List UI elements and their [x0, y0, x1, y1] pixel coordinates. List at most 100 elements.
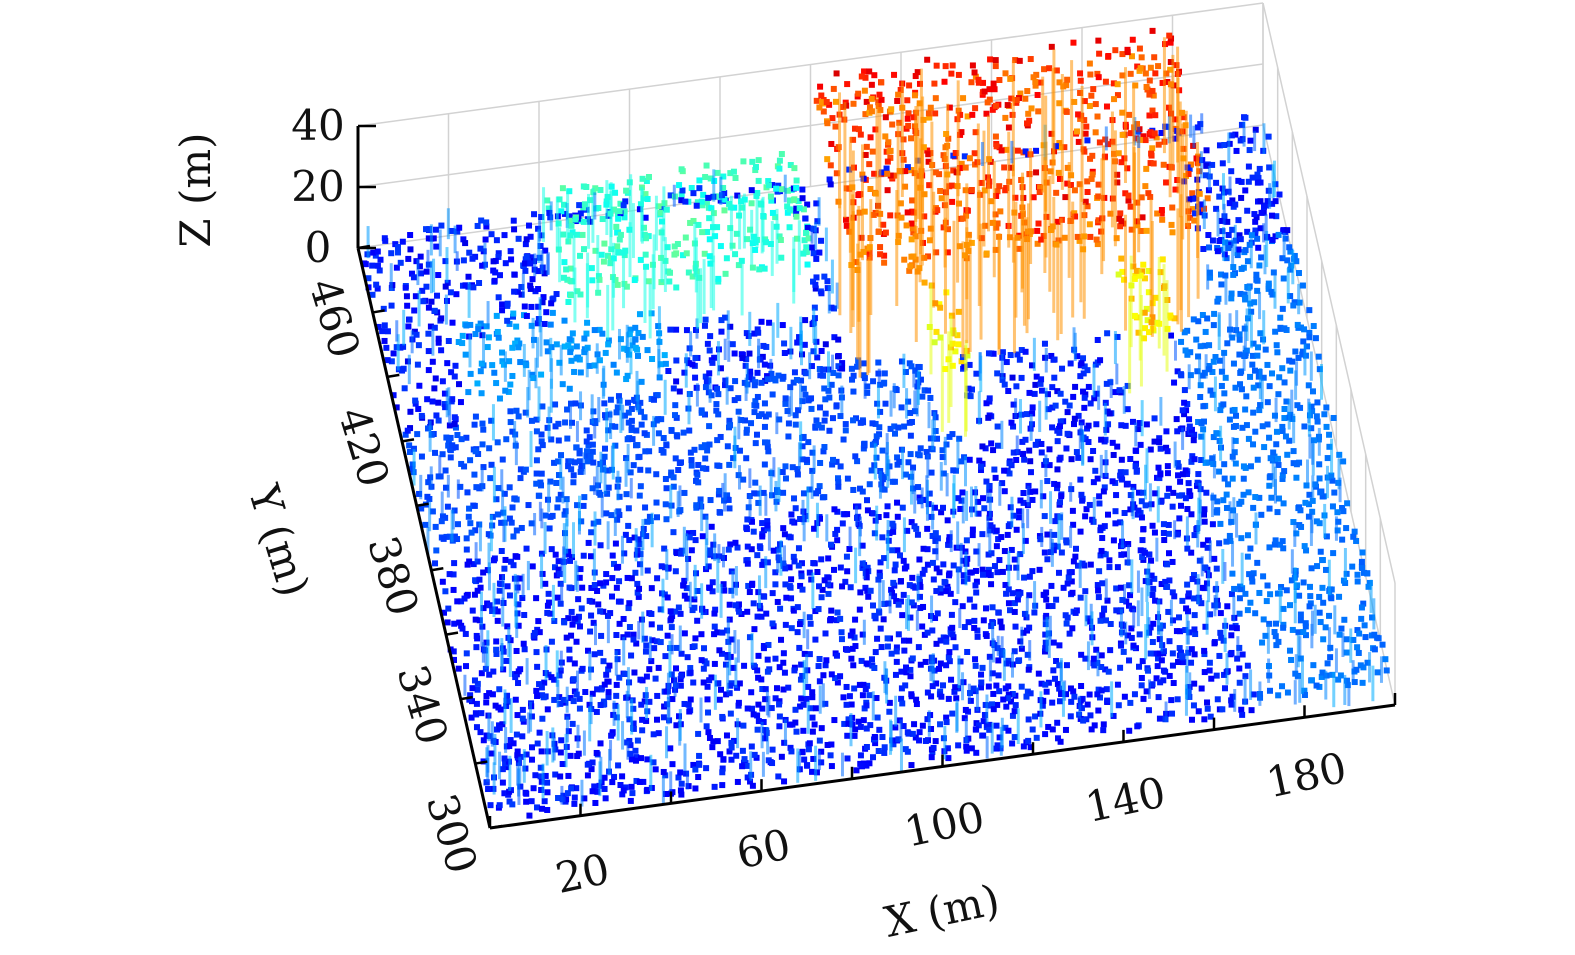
- point: [568, 357, 575, 364]
- point: [522, 267, 529, 274]
- point: [1127, 456, 1134, 463]
- point: [653, 716, 660, 723]
- point: [1233, 625, 1240, 632]
- point: [1029, 568, 1036, 575]
- point: [989, 670, 996, 677]
- point: [1029, 362, 1036, 369]
- point: [375, 323, 382, 330]
- point: [891, 567, 898, 574]
- point: [464, 489, 471, 496]
- point: [887, 172, 894, 179]
- point: [1273, 428, 1280, 435]
- point: [612, 442, 619, 449]
- point: [1167, 312, 1174, 319]
- point: [952, 644, 959, 651]
- point: [1210, 322, 1217, 329]
- point: [919, 393, 926, 400]
- point: [804, 261, 811, 268]
- point: [612, 189, 619, 196]
- point: [1306, 329, 1313, 336]
- point: [613, 223, 620, 230]
- point: [390, 350, 397, 357]
- point: [1002, 187, 1009, 194]
- point: [998, 624, 1005, 631]
- point: [1149, 145, 1156, 152]
- point: [776, 157, 783, 164]
- point: [786, 197, 793, 204]
- point: [545, 590, 552, 597]
- point: [790, 379, 797, 386]
- point: [839, 365, 846, 372]
- point: [762, 696, 769, 703]
- point: [1071, 210, 1078, 217]
- point: [612, 540, 619, 547]
- point: [1312, 481, 1319, 488]
- point: [1213, 205, 1220, 212]
- point: [689, 273, 696, 280]
- point: [1087, 71, 1094, 78]
- point: [903, 669, 910, 676]
- point: [1306, 583, 1313, 590]
- point: [1048, 352, 1055, 359]
- point: [662, 475, 669, 482]
- point: [1110, 712, 1117, 719]
- point: [435, 417, 442, 424]
- point: [702, 373, 709, 380]
- point: [1124, 382, 1131, 389]
- point: [476, 279, 483, 286]
- point: [864, 564, 871, 571]
- point: [642, 648, 649, 655]
- point: [685, 269, 692, 276]
- point: [831, 506, 838, 513]
- point: [1362, 634, 1369, 641]
- point: [886, 148, 893, 155]
- point: [1159, 622, 1166, 629]
- point: [545, 205, 552, 212]
- point: [706, 441, 713, 448]
- point: [837, 463, 844, 470]
- point: [965, 231, 972, 238]
- point: [907, 614, 914, 621]
- point: [926, 114, 933, 121]
- point: [585, 539, 592, 546]
- point: [496, 802, 503, 809]
- point: [800, 206, 807, 213]
- point: [1008, 164, 1015, 171]
- point: [465, 273, 472, 280]
- point: [1099, 535, 1106, 542]
- point: [736, 447, 743, 454]
- point: [525, 502, 532, 509]
- point: [926, 490, 933, 497]
- point: [1094, 70, 1101, 77]
- point: [832, 530, 839, 537]
- point: [721, 196, 728, 203]
- point: [479, 420, 486, 427]
- point: [538, 438, 545, 445]
- point: [478, 710, 485, 717]
- point: [390, 392, 397, 399]
- point: [862, 151, 869, 158]
- point: [993, 527, 1000, 534]
- point: [749, 581, 756, 588]
- point: [486, 690, 493, 697]
- point: [478, 670, 485, 677]
- point: [868, 467, 875, 474]
- point: [1045, 723, 1052, 730]
- point: [599, 216, 606, 223]
- point: [544, 197, 551, 204]
- point: [797, 703, 804, 710]
- point: [1327, 654, 1334, 661]
- point: [1216, 468, 1223, 475]
- point: [572, 615, 579, 622]
- point: [501, 232, 508, 239]
- point: [799, 186, 806, 193]
- point: [540, 294, 547, 301]
- point: [643, 717, 650, 724]
- point: [837, 673, 844, 680]
- point: [810, 560, 817, 567]
- point: [595, 601, 602, 608]
- point: [376, 267, 383, 274]
- point: [973, 370, 980, 377]
- point: [907, 409, 914, 416]
- point: [1057, 390, 1064, 397]
